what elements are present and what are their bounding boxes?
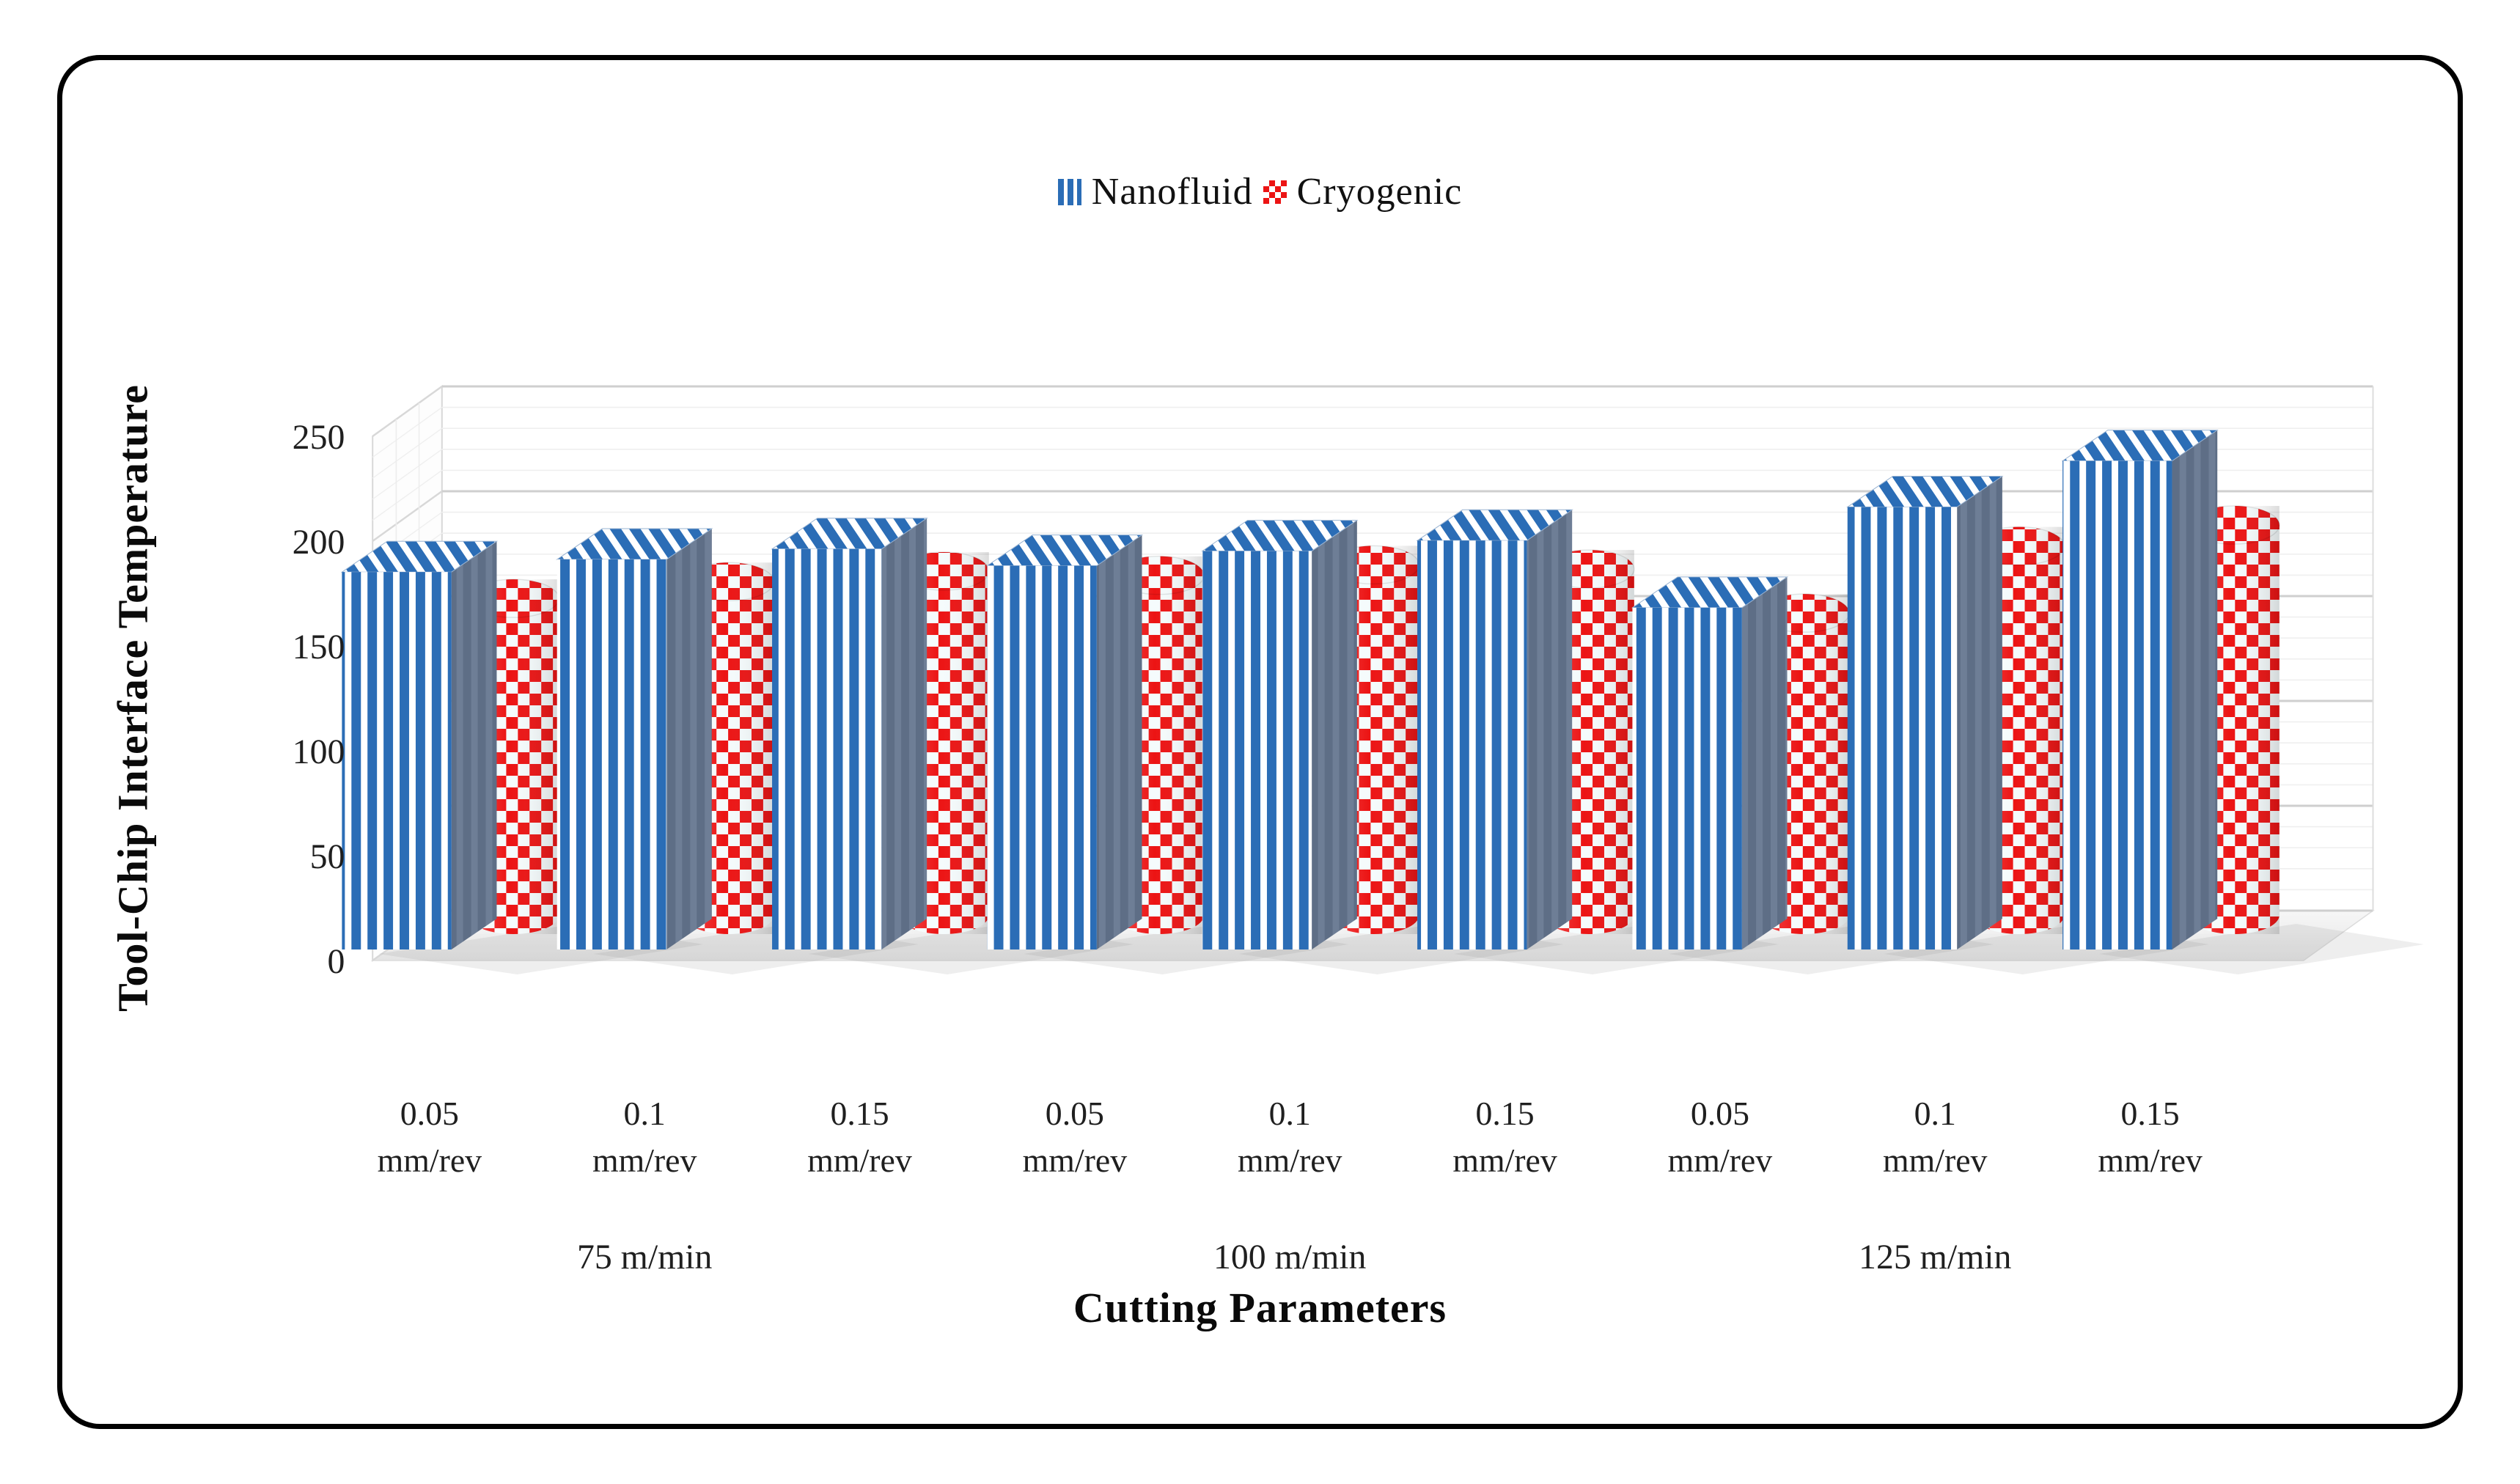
left-wall-gridline [372,427,443,479]
left-wall-gridline [372,407,443,458]
x-category-label: 0.15 [1475,1095,1534,1132]
left-wall-gridline [372,469,443,521]
y-tick-label: 150 [293,628,345,666]
bar-nanofluid-0 [342,572,452,949]
bar-nanofluid-6 [1632,607,1742,949]
x-category-label: 0.05 [1046,1095,1104,1132]
bar-side-face [451,541,497,949]
x-category-unit-label: mm/rev [592,1142,697,1179]
left-wall-gridline [372,386,443,437]
x-category-label: 0.1 [624,1095,666,1132]
bar-side-face [2172,430,2218,949]
left-wall-gridline [372,491,443,542]
y-tick-label: 50 [310,837,345,876]
bar-side-face [1312,520,1357,949]
bar-side-face [1527,510,1573,949]
nanofluid-swatch-icon [1057,178,1081,205]
bar-side-face [1957,476,2002,949]
bar-side-face [881,518,927,949]
bar-nanofluid-7 [1847,507,1958,949]
y-tick-label: 200 [293,523,345,562]
legend-item-nanofluid: Nanofluid [1057,170,1253,213]
x-axis-title: Cutting Parameters [1073,1284,1447,1331]
bar-nanofluid-2 [772,548,882,949]
x-category-unit-label: mm/rev [1238,1142,1342,1179]
chart-canvas: 0 50 100 150 200 250 0.05 mm/rev 0.1 mm/rev 0.15 mm… [293,385,2424,1277]
legend-label-nanofluid: Nanofluid [1091,171,1253,213]
bar-nanofluid-8 [2062,460,2172,949]
y-tick-label: 100 [293,732,345,771]
x-category-unit-label: mm/rev [2098,1142,2202,1179]
left-wall-gridline [372,449,443,500]
y-tick-label: 0 [327,942,345,981]
x-category-unit-label: mm/rev [378,1142,482,1179]
bar-side-face [1741,576,1788,949]
bar-side-face [666,529,712,949]
bar-shadow [2098,924,2424,974]
figure-border: Nanofluid Cryogenic Tool-Chip Interface … [57,55,2463,1429]
bar-nanofluid-3 [987,565,1097,949]
x-category-label: 0.1 [1914,1095,1956,1132]
x-category-unit-label: mm/rev [1668,1142,1772,1179]
x-category-unit-label: mm/rev [1452,1142,1557,1179]
bar-nanofluid-5 [1417,540,1527,949]
legend-label-cryogenic: Cryogenic [1296,171,1463,213]
bar-nanofluid-4 [1202,551,1312,949]
x-category-label: 0.05 [1691,1095,1749,1132]
x-category-unit-label: mm/rev [807,1142,911,1179]
x-category-unit-label: mm/rev [1883,1142,1987,1179]
x-category-label: 0.05 [400,1095,459,1132]
cryogenic-swatch-icon [1263,180,1287,204]
x-group-label: 100 m/min [1213,1238,1366,1277]
x-group-label: 125 m/min [1859,1238,2011,1277]
bar-side-face [1096,535,1142,949]
y-tick-label: 250 [293,418,345,457]
x-category-label: 0.15 [2121,1095,2180,1132]
x-category-unit-label: mm/rev [1023,1142,1127,1179]
x-category-label: 0.15 [830,1095,889,1132]
x-category-label: 0.1 [1269,1095,1311,1132]
bar-nanofluid-1 [556,559,667,949]
chart-legend: Nanofluid Cryogenic [62,170,2458,213]
legend-item-cryogenic: Cryogenic [1263,170,1463,213]
x-group-label: 75 m/min [577,1238,713,1277]
